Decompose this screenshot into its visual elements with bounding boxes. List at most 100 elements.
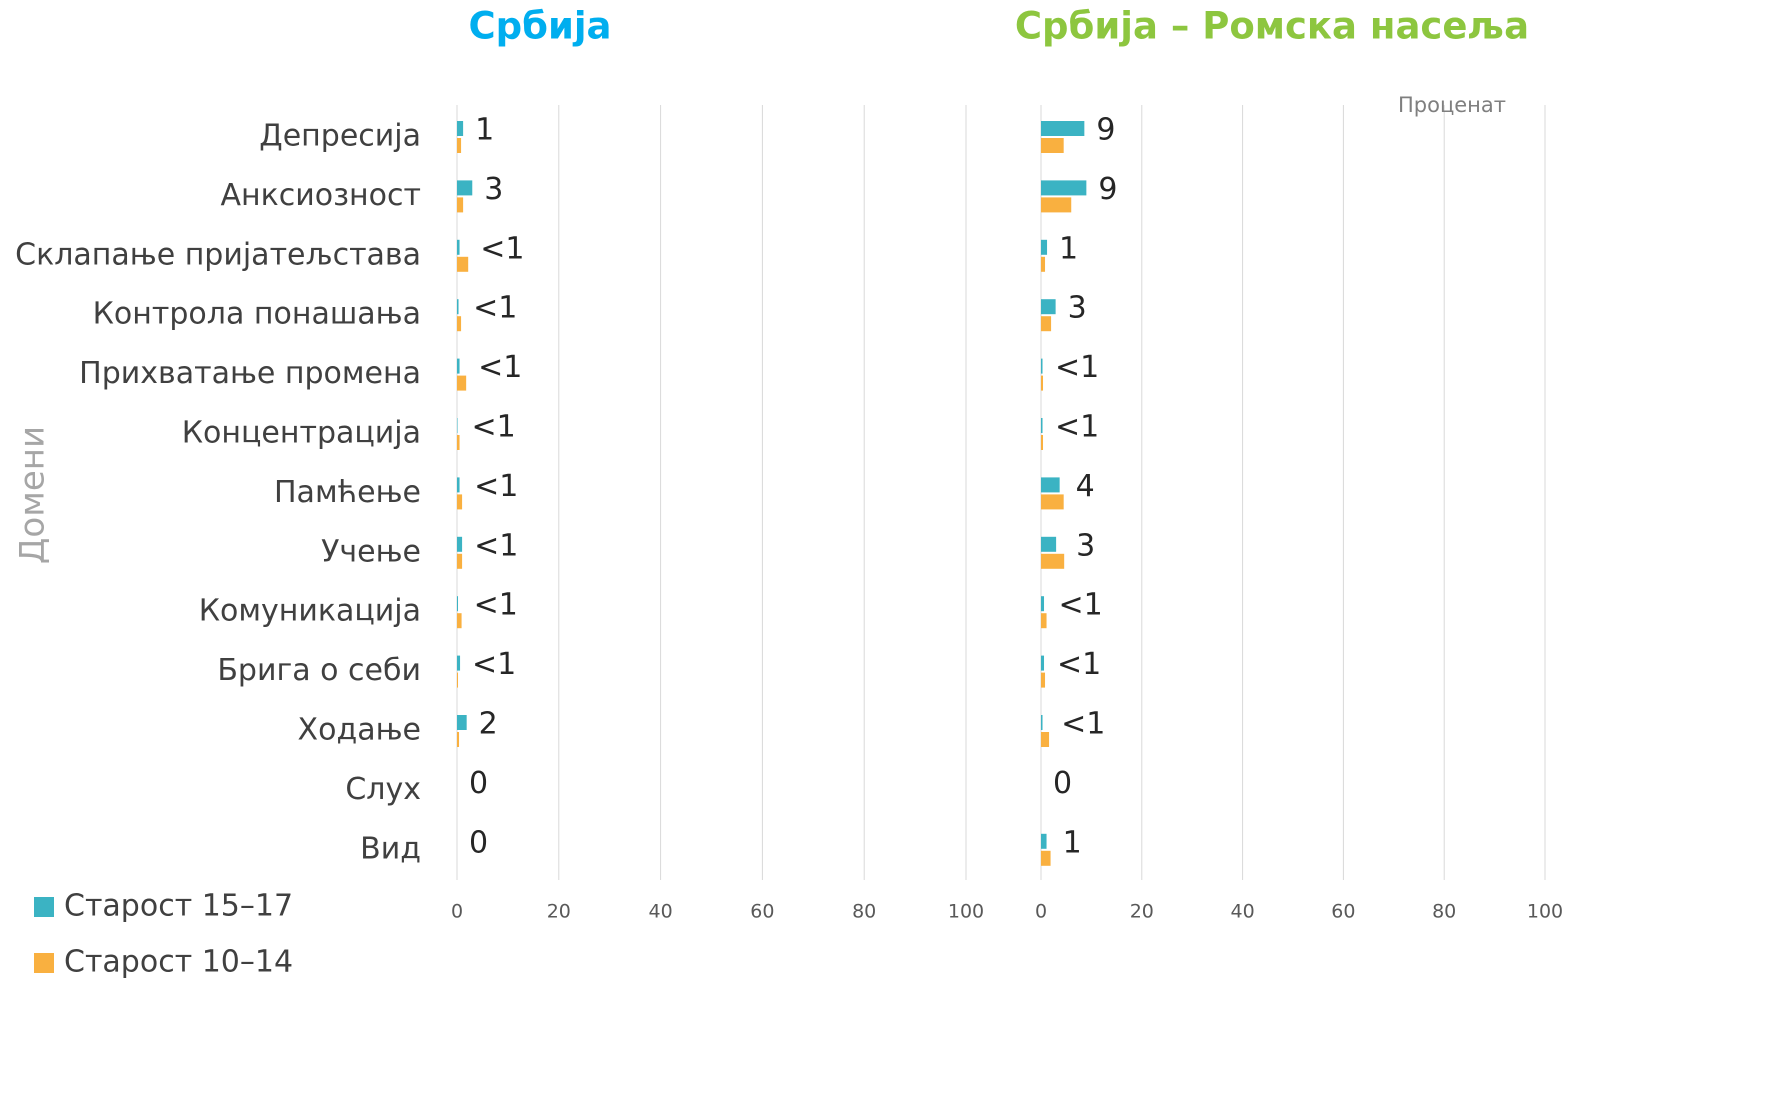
data-label: 0 xyxy=(1053,766,1072,801)
x-tick-label: 60 xyxy=(1331,901,1355,923)
category-label: Концентрација xyxy=(182,416,421,451)
bar xyxy=(1041,672,1046,688)
bar xyxy=(1041,596,1045,612)
bar xyxy=(1041,494,1064,510)
bar xyxy=(457,197,464,213)
data-label: 0 xyxy=(469,825,488,860)
data-label: <1 xyxy=(472,410,516,445)
bar xyxy=(457,180,473,196)
bar xyxy=(1041,180,1087,196)
category-label: Склапање пријатељстава xyxy=(15,237,421,272)
bar xyxy=(457,494,463,510)
bar xyxy=(1041,553,1065,569)
x-tick-label: 20 xyxy=(1130,901,1154,923)
bar xyxy=(1041,732,1050,747)
data-label: 0 xyxy=(469,766,488,801)
bar xyxy=(457,435,460,450)
bar xyxy=(457,316,462,332)
x-tick-label: 100 xyxy=(1527,901,1563,923)
category-label: Учење xyxy=(321,534,421,569)
bar xyxy=(1041,850,1051,866)
data-label: 4 xyxy=(1076,469,1095,504)
data-label: <1 xyxy=(472,647,516,682)
bar xyxy=(1041,715,1043,730)
data-label: <1 xyxy=(474,469,518,504)
x-tick-label: 40 xyxy=(649,901,673,923)
bar xyxy=(1041,358,1043,374)
category-label: Комуникација xyxy=(199,594,421,629)
bar xyxy=(457,418,458,433)
bar xyxy=(457,358,460,374)
bar xyxy=(457,655,461,671)
data-label: <1 xyxy=(1055,350,1099,385)
bar xyxy=(1041,316,1052,332)
bar xyxy=(1041,256,1046,272)
legend-swatch xyxy=(34,897,54,917)
legend-label: Старост 10–14 xyxy=(64,945,293,980)
data-label: 3 xyxy=(1076,528,1095,563)
bar xyxy=(1041,239,1048,255)
bar xyxy=(1041,536,1057,552)
data-label: 1 xyxy=(475,113,494,148)
x-tick-label: 100 xyxy=(948,901,984,923)
x-axis-label: Проценат xyxy=(1398,93,1506,117)
category-label: Контрола понашања xyxy=(93,297,421,332)
data-label: <1 xyxy=(473,291,517,326)
category-label: Ходање xyxy=(298,713,421,748)
data-label: <1 xyxy=(474,528,518,563)
bar xyxy=(457,239,460,255)
data-label: 1 xyxy=(1059,231,1078,266)
bar xyxy=(457,715,467,730)
bar xyxy=(1041,121,1085,136)
category-label: Памћење xyxy=(274,475,421,510)
category-label: Прихватање промена xyxy=(79,356,421,391)
bar xyxy=(457,613,462,629)
bar xyxy=(457,672,459,688)
bar xyxy=(1041,197,1072,213)
category-label: Слух xyxy=(345,772,421,807)
category-label: Анксиозност xyxy=(221,178,422,213)
data-label: 9 xyxy=(1096,113,1115,148)
y-axis-label: Домени xyxy=(13,426,53,564)
bar xyxy=(457,536,463,552)
bar xyxy=(457,732,460,747)
bar xyxy=(1041,375,1044,391)
x-tick-label: 80 xyxy=(1432,901,1456,923)
bar xyxy=(1041,613,1047,629)
x-tick-label: 0 xyxy=(451,901,463,923)
x-tick-label: 80 xyxy=(852,901,876,923)
bar xyxy=(457,477,460,493)
data-label: 2 xyxy=(479,707,498,742)
bar xyxy=(457,138,462,153)
category-label: Брига о себи xyxy=(217,653,421,688)
bar xyxy=(1041,435,1044,450)
x-tick-label: 60 xyxy=(750,901,774,923)
legend-label: Старост 15–17 xyxy=(64,889,293,924)
x-tick-label: 20 xyxy=(547,901,571,923)
bar xyxy=(457,375,467,391)
bar xyxy=(457,299,459,315)
bar xyxy=(1041,138,1064,153)
data-label: 9 xyxy=(1098,172,1117,207)
data-label: <1 xyxy=(1055,410,1099,445)
category-label: Депресија xyxy=(259,119,421,154)
data-label: <1 xyxy=(480,231,524,266)
legend-swatch xyxy=(34,953,54,973)
bar xyxy=(1041,418,1043,433)
chart-title: Србија xyxy=(468,5,611,48)
bar xyxy=(1041,655,1045,671)
data-label: <1 xyxy=(1059,588,1103,623)
bar xyxy=(1041,833,1047,849)
data-label: <1 xyxy=(1061,707,1105,742)
chart-title: Србија – Ромска насеља xyxy=(1015,5,1529,48)
bar xyxy=(1041,299,1056,315)
bar xyxy=(457,256,469,272)
category-label: Вид xyxy=(360,831,421,866)
data-label: 1 xyxy=(1063,825,1082,860)
x-tick-label: 40 xyxy=(1231,901,1255,923)
bar xyxy=(457,121,464,136)
data-label: <1 xyxy=(478,350,522,385)
x-tick-label: 0 xyxy=(1035,901,1047,923)
data-label: 3 xyxy=(484,172,503,207)
